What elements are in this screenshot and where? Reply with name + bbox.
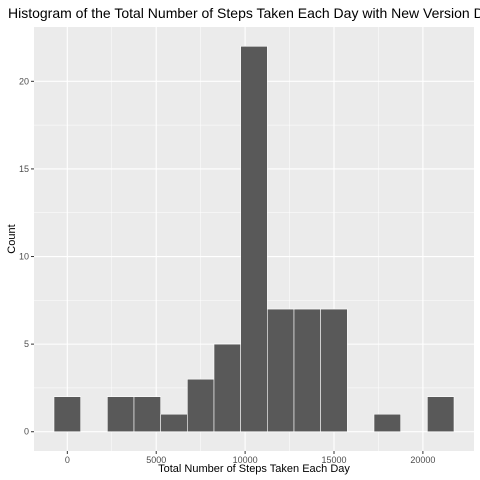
histogram-bar — [293, 308, 321, 433]
histogram-bar — [320, 308, 348, 433]
histogram-bar — [373, 413, 401, 433]
histogram-bar — [53, 396, 81, 433]
histogram-bar — [240, 45, 268, 433]
y-tick-label: 5 — [24, 339, 29, 349]
y-axis-title: Count — [6, 224, 18, 253]
histogram-bars — [53, 45, 455, 433]
y-tick-label: 10 — [19, 252, 29, 262]
y-tick-label: 0 — [24, 427, 29, 437]
chart-title: Histogram of the Total Number of Steps T… — [8, 5, 480, 21]
x-tick-label: 20000 — [410, 455, 435, 465]
x-tick-label: 5000 — [146, 455, 166, 465]
x-axis: 0 5000 10000 15000 20000 — [65, 451, 435, 465]
histogram-bar — [160, 413, 188, 433]
x-tick-label: 10000 — [233, 455, 258, 465]
histogram-bar — [427, 396, 455, 433]
histogram-bar — [187, 378, 215, 433]
histogram-bar — [213, 343, 241, 433]
histogram-bar — [107, 396, 135, 433]
x-tick-label: 15000 — [321, 455, 346, 465]
x-axis-title: Total Number of Steps Taken Each Day — [158, 463, 350, 475]
x-tick-label: 0 — [65, 455, 70, 465]
y-tick-label: 20 — [19, 76, 29, 86]
histogram-bar — [267, 308, 295, 433]
y-tick-label: 15 — [19, 164, 29, 174]
y-axis: 0 5 10 15 20 — [19, 76, 34, 437]
histogram-bar — [133, 396, 161, 433]
